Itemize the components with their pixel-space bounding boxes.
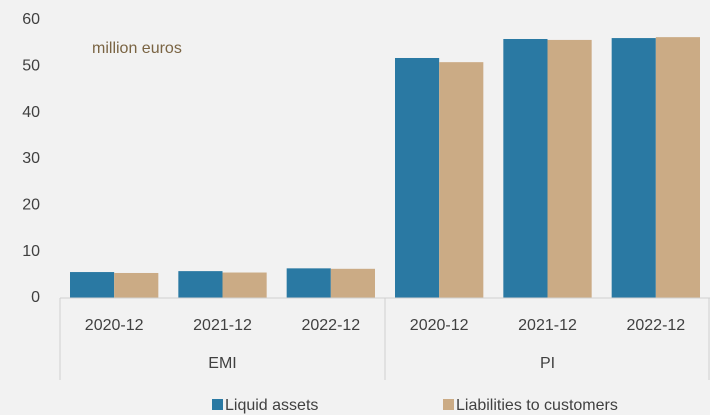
y-tick-label: 20 [22, 197, 40, 214]
bar [503, 38, 548, 298]
y-tick-label: 0 [31, 289, 40, 306]
x-tick-label: 2022-12 [626, 317, 685, 334]
group-label: PI [540, 355, 555, 372]
y-tick-label: 60 [22, 11, 40, 28]
bar [114, 272, 159, 298]
annotation: million euros [92, 40, 182, 57]
y-tick-label: 10 [22, 243, 40, 260]
legend-label: Liabilities to customers [456, 397, 618, 414]
x-tick-label: 2022-12 [301, 317, 360, 334]
y-tick-label: 30 [22, 150, 40, 167]
legend-swatch [443, 399, 454, 410]
x-tick-label: 2020-12 [410, 317, 469, 334]
group-label: EMI [208, 355, 236, 372]
x-tick-label: 2021-12 [193, 317, 252, 334]
y-tick-label: 50 [22, 58, 40, 75]
x-tick-label: 2021-12 [518, 317, 577, 334]
bar [222, 272, 267, 298]
bar [286, 268, 331, 298]
bar [178, 271, 223, 298]
bar [70, 272, 115, 298]
bar [547, 39, 592, 298]
bar [439, 62, 484, 299]
bar [611, 38, 656, 298]
x-tick-label: 2020-12 [85, 317, 144, 334]
legend-swatch [212, 399, 223, 410]
legend-label: Liquid assets [225, 397, 318, 414]
bar [655, 37, 700, 298]
bar [395, 57, 440, 298]
bar [330, 268, 375, 298]
y-tick-label: 40 [22, 104, 40, 121]
